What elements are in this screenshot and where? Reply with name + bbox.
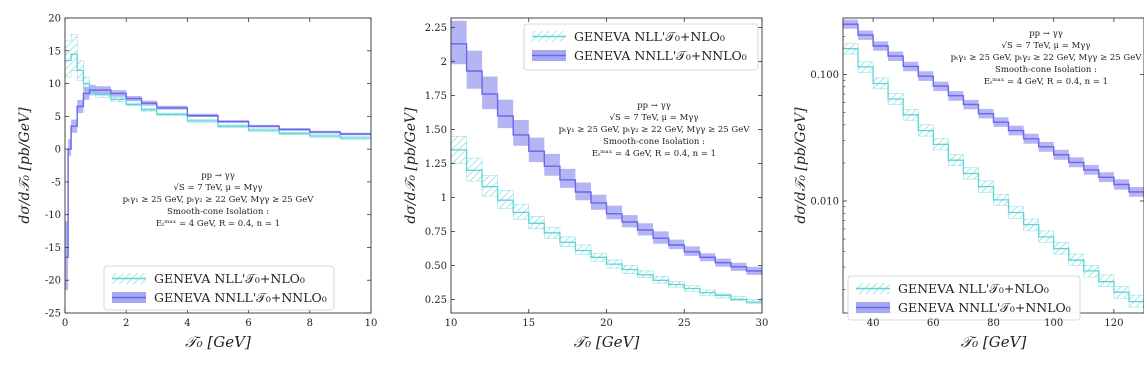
chart2-annotation-line: Eₜᵐᵃˣ = 4 GeV, R = 0.4, n = 1 <box>984 77 1108 87</box>
chart0-ytick-label: -5 <box>51 177 61 188</box>
chart1-xtick-label: 20 <box>600 318 613 329</box>
chart0-xtick-label: 4 <box>184 318 190 329</box>
chart1-ylabel: dσ/d𝒯₀ [pb/GeV] <box>403 107 419 224</box>
chart1-ytick-label: 1.50 <box>425 125 447 136</box>
chart2-series1-line <box>843 23 1144 199</box>
chart2-xtick-label: 100 <box>1044 318 1063 329</box>
chart1-legend-label: GENEVA NNLL'𝒯₀+NNLO₀ <box>574 48 747 63</box>
chart1-ytick-label: 1.75 <box>425 91 447 102</box>
chart0-xtick-label: 2 <box>123 318 129 329</box>
chart1-ytick-label: 1 <box>441 193 447 204</box>
chart1-legend-label: GENEVA NLL'𝒯₀+NLO₀ <box>574 29 725 44</box>
chart2-xtick-label: 120 <box>1104 318 1123 329</box>
chart0-annotation-line: pp → γγ <box>201 171 235 181</box>
chart0-annotation-line: Smooth-cone Isolation : <box>167 207 269 217</box>
chart1-annotation-line: √S = 7 TeV, μ = Mγγ <box>610 113 699 123</box>
chart0-series1-line <box>65 89 371 258</box>
chart1-ytick-label: 2.25 <box>425 23 447 34</box>
chart2-series0-line <box>843 48 1144 309</box>
chart1-ytick-label: 0.25 <box>425 295 447 306</box>
chart0-xtick-label: 6 <box>245 318 251 329</box>
chart0-ylabel: dσ/d𝒯₀ [pb/GeV] <box>17 107 33 224</box>
chart1-series1-line <box>451 43 762 275</box>
chart0-xlabel: 𝒯₀ [GeV] <box>185 333 251 351</box>
text-layer: 0 2 4 6 8 10 -25 -20 -15 -10 -5 0 5 10 15 20 𝒯₀ [GeV] dσ/… <box>17 14 1142 352</box>
chart1-ytick-label: 0.50 <box>425 261 447 272</box>
chart1-annotation-line: pp → γγ <box>637 101 671 111</box>
chart2-xlabel: 𝒯₀ [GeV] <box>961 333 1027 351</box>
chart0-annotation-line: pₜγ₁ ≥ 25 GeV, pₜγ₂ ≥ 22 GeV, Mγγ ≥ 25 G… <box>123 195 315 205</box>
chart0-ytick-label: 20 <box>48 14 61 25</box>
chart0-ytick-label: -15 <box>45 243 61 254</box>
chart1-xtick-label: 25 <box>678 318 691 329</box>
chart1-ytick-label: 2 <box>441 57 447 68</box>
chart2-xtick-label: 80 <box>987 318 1000 329</box>
chart0-annotation-line: Eₜᵐᵃˣ = 4 GeV, R = 0.4, n = 1 <box>156 219 280 229</box>
chart1-series0-band <box>451 136 762 308</box>
chart1-xlabel: 𝒯₀ [GeV] <box>574 333 640 351</box>
chart2-ytick-label: 0.010 <box>810 196 839 207</box>
chart2-ytick-label: 0.100 <box>810 70 839 81</box>
chart2-annotation-line: Smooth-cone Isolation : <box>995 65 1097 75</box>
chart0-frame <box>64 17 372 314</box>
chart1-xtick-label: 15 <box>522 318 535 329</box>
chart2-ylabel: dσ/d𝒯₀ [pb/GeV] <box>793 107 809 224</box>
chart0-legend-label: GENEVA NNLL'𝒯₀+NNLO₀ <box>154 290 327 305</box>
chart2-legend-label: GENEVA NNLL'𝒯₀+NNLO₀ <box>898 300 1071 315</box>
chart0-legend-label: GENEVA NLL'𝒯₀+NLO₀ <box>154 271 305 286</box>
chart0-ytick-label: 5 <box>55 112 61 123</box>
chart2-annotation-line: √S = 7 TeV, μ = Mγγ <box>1002 41 1091 51</box>
chart2-annotation-line: pp → γγ <box>1029 29 1063 39</box>
chart2-annotation-line: pₜγ₁ ≥ 25 GeV, pₜγ₂ ≥ 22 GeV, Mγγ ≥ 25 G… <box>951 53 1143 63</box>
chart0-ytick-label: 0 <box>55 145 61 156</box>
chart0-series0-line <box>65 53 371 140</box>
chart1-ytick-label: 1.25 <box>425 159 447 170</box>
chart0-ytick-label: 10 <box>48 79 61 90</box>
chart0-ytick-label: 15 <box>48 46 61 57</box>
chart2-xtick-label: 60 <box>927 318 940 329</box>
chart0-ytick-label: -10 <box>45 210 61 221</box>
line-layer <box>65 23 1144 309</box>
chart0-xtick-label: 10 <box>365 318 378 329</box>
chart1-xtick-label: 30 <box>756 318 769 329</box>
chart1-annotation-line: Smooth-cone Isolation : <box>603 137 705 147</box>
chart1-annotation-line: Eₜᵐᵃˣ = 4 GeV, R = 0.4, n = 1 <box>592 149 716 159</box>
chart1-series0-line <box>451 149 762 305</box>
chart0-annotation-line: √S = 7 TeV, μ = Mγγ <box>174 183 263 193</box>
chart2-xtick-label: 40 <box>867 318 880 329</box>
chart1-xtick-label: 10 <box>445 318 458 329</box>
chart1-annotation-line: pₜγ₁ ≥ 25 GeV, pₜγ₂ ≥ 22 GeV, Mγγ ≥ 25 G… <box>559 125 751 135</box>
chart0-xtick-label: 0 <box>62 318 68 329</box>
chart1-ytick-label: 0.75 <box>425 227 447 238</box>
chart0-ytick-label: -25 <box>45 309 61 320</box>
chart2-legend-box <box>847 275 1081 321</box>
chart2-legend-label: GENEVA NLL'𝒯₀+NLO₀ <box>898 281 1049 296</box>
chart0-ytick-label: -20 <box>45 276 61 287</box>
chart0-xtick-label: 8 <box>307 318 313 329</box>
axes-layer <box>64 17 1144 321</box>
chart1-legend-box <box>523 23 759 71</box>
chart0-legend-box <box>103 265 335 311</box>
